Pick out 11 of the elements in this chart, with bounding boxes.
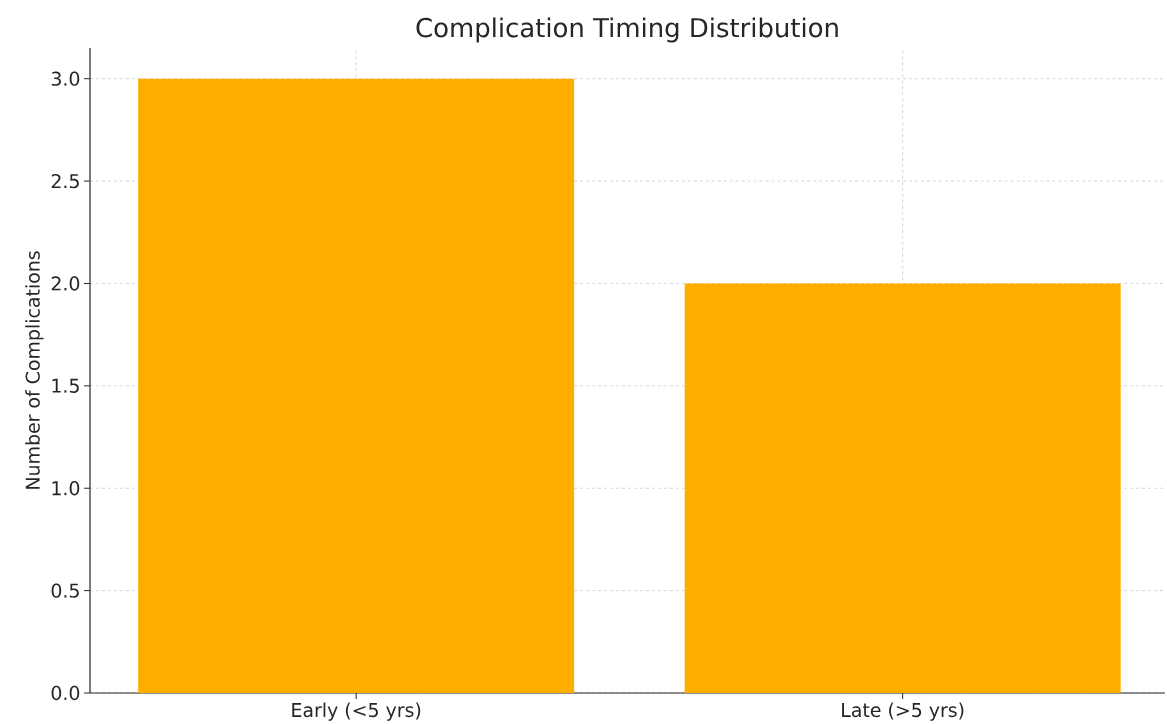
x-tick-label: Late (>5 yrs) xyxy=(842,702,964,721)
y-tick-label: 0.5 xyxy=(51,583,79,598)
y-tick-label: 1.5 xyxy=(52,378,79,393)
y-tick-label: 2.5 xyxy=(51,173,79,189)
x-tick-label: Early (<5 yrs) xyxy=(292,702,421,721)
y-tick-label: 2.0 xyxy=(51,276,80,291)
y-tick-label: 3.0 xyxy=(51,71,80,86)
y-axis-title: Number of Complications xyxy=(25,251,44,489)
y-tick-label: 1.0 xyxy=(52,481,80,496)
chart-title: Complication Timing Distribution xyxy=(416,17,838,43)
y-tick-label: 0.0 xyxy=(51,685,80,701)
